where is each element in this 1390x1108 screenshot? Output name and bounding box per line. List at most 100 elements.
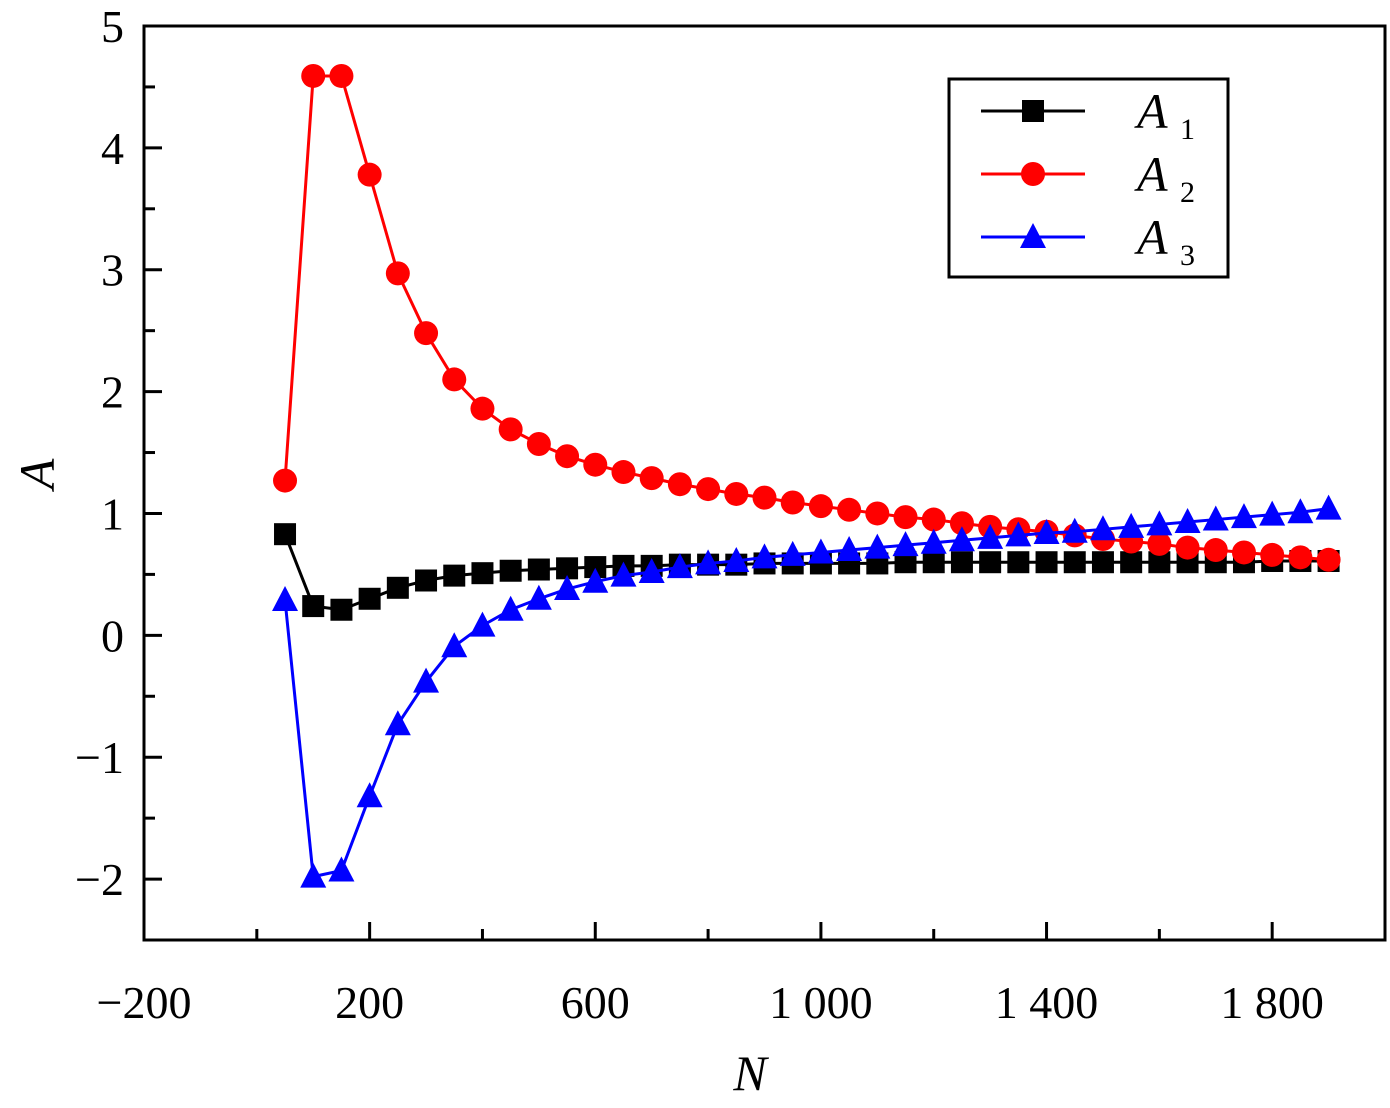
data-point — [301, 63, 326, 88]
y-tick-label: 2 — [101, 367, 124, 418]
data-point — [921, 507, 946, 532]
data-point — [1174, 507, 1201, 533]
data-point — [583, 452, 608, 477]
data-point — [695, 549, 722, 575]
data-point — [385, 261, 410, 286]
data-point — [584, 556, 607, 579]
series-1 — [274, 523, 1340, 621]
data-point — [1146, 510, 1173, 536]
data-point — [977, 523, 1004, 549]
data-point — [666, 553, 693, 579]
data-point — [556, 557, 579, 580]
data-point — [527, 558, 550, 581]
data-point — [442, 367, 467, 392]
data-point — [1061, 517, 1088, 543]
legend: A 1A 2A 3 — [947, 77, 1230, 279]
data-point — [357, 162, 382, 187]
data-point — [273, 468, 298, 493]
x-tick-label: 1 800 — [1220, 977, 1324, 1028]
series-3 — [272, 494, 1342, 888]
data-point — [441, 632, 468, 658]
data-point — [780, 490, 805, 515]
data-point — [274, 523, 297, 546]
x-tick-label: 600 — [561, 977, 630, 1028]
data-point — [949, 511, 974, 536]
data-point — [807, 538, 834, 564]
data-point — [1118, 512, 1145, 538]
data-point — [1063, 551, 1086, 574]
data-point — [1287, 498, 1314, 524]
legend-label: A — [1134, 146, 1168, 202]
data-point — [498, 417, 523, 442]
y-tick-label: −2 — [75, 854, 124, 905]
data-point — [1148, 551, 1171, 574]
data-point — [413, 667, 440, 693]
data-point — [415, 569, 438, 592]
series-layer — [272, 63, 1342, 888]
data-point — [328, 856, 355, 882]
data-point — [639, 466, 664, 491]
data-point — [1230, 503, 1257, 529]
data-point — [667, 472, 692, 497]
data-point — [1120, 551, 1143, 574]
data-point — [555, 444, 580, 469]
data-point — [1315, 494, 1342, 520]
data-point — [751, 543, 778, 569]
data-point — [864, 533, 891, 559]
data-point — [386, 576, 409, 599]
y-tick-label: 4 — [101, 123, 124, 174]
y-tick-label: 1 — [101, 488, 124, 539]
data-point — [330, 598, 353, 621]
data-point — [892, 531, 919, 557]
data-point — [471, 562, 494, 585]
data-point — [836, 536, 863, 562]
legend-label: A — [1134, 209, 1168, 265]
data-point — [499, 559, 522, 582]
x-axis-title: N — [732, 1045, 769, 1101]
data-point — [414, 321, 439, 346]
legend-marker — [1021, 162, 1045, 186]
axis-tick-labels: −200 200 600 1 000 1 400 1 800 5 4 3 2 1 0 −1 −2 — [75, 1, 1324, 1028]
data-point — [893, 505, 918, 530]
data-point — [610, 561, 637, 587]
data-point — [922, 551, 945, 574]
data-point — [808, 494, 833, 519]
y-tick-label: 5 — [101, 1, 124, 52]
data-point — [525, 584, 552, 610]
data-point — [358, 587, 381, 610]
data-point — [1005, 521, 1032, 547]
data-point — [497, 595, 524, 621]
data-point — [1203, 538, 1228, 563]
x-tick-label: 1 400 — [995, 977, 1099, 1028]
data-point — [582, 567, 609, 593]
data-point — [300, 862, 327, 888]
y-axis-title: A — [9, 458, 65, 492]
data-point — [1033, 518, 1060, 544]
legend-subscript: 1 — [1180, 113, 1195, 146]
legend-marker — [1020, 223, 1046, 248]
data-point — [979, 551, 1002, 574]
data-point — [696, 477, 721, 502]
data-point — [329, 63, 354, 88]
x-tick-label: 200 — [335, 977, 404, 1028]
data-point — [1175, 535, 1200, 560]
data-point — [272, 585, 299, 611]
data-point — [1260, 542, 1285, 567]
axis-ticks — [144, 24, 1387, 940]
data-point — [526, 432, 551, 457]
data-point — [469, 611, 496, 637]
data-point — [470, 396, 495, 421]
data-point — [638, 557, 665, 583]
data-point — [779, 540, 806, 566]
data-point — [554, 575, 581, 601]
series-2 — [273, 63, 1341, 572]
x-tick-label: −200 — [97, 977, 192, 1028]
data-point — [865, 501, 890, 526]
y-tick-label: 0 — [101, 610, 124, 661]
data-point — [950, 551, 973, 574]
data-point — [1231, 540, 1256, 565]
data-point — [384, 710, 411, 736]
data-point — [1259, 500, 1286, 526]
legend-label: A — [1134, 83, 1168, 139]
